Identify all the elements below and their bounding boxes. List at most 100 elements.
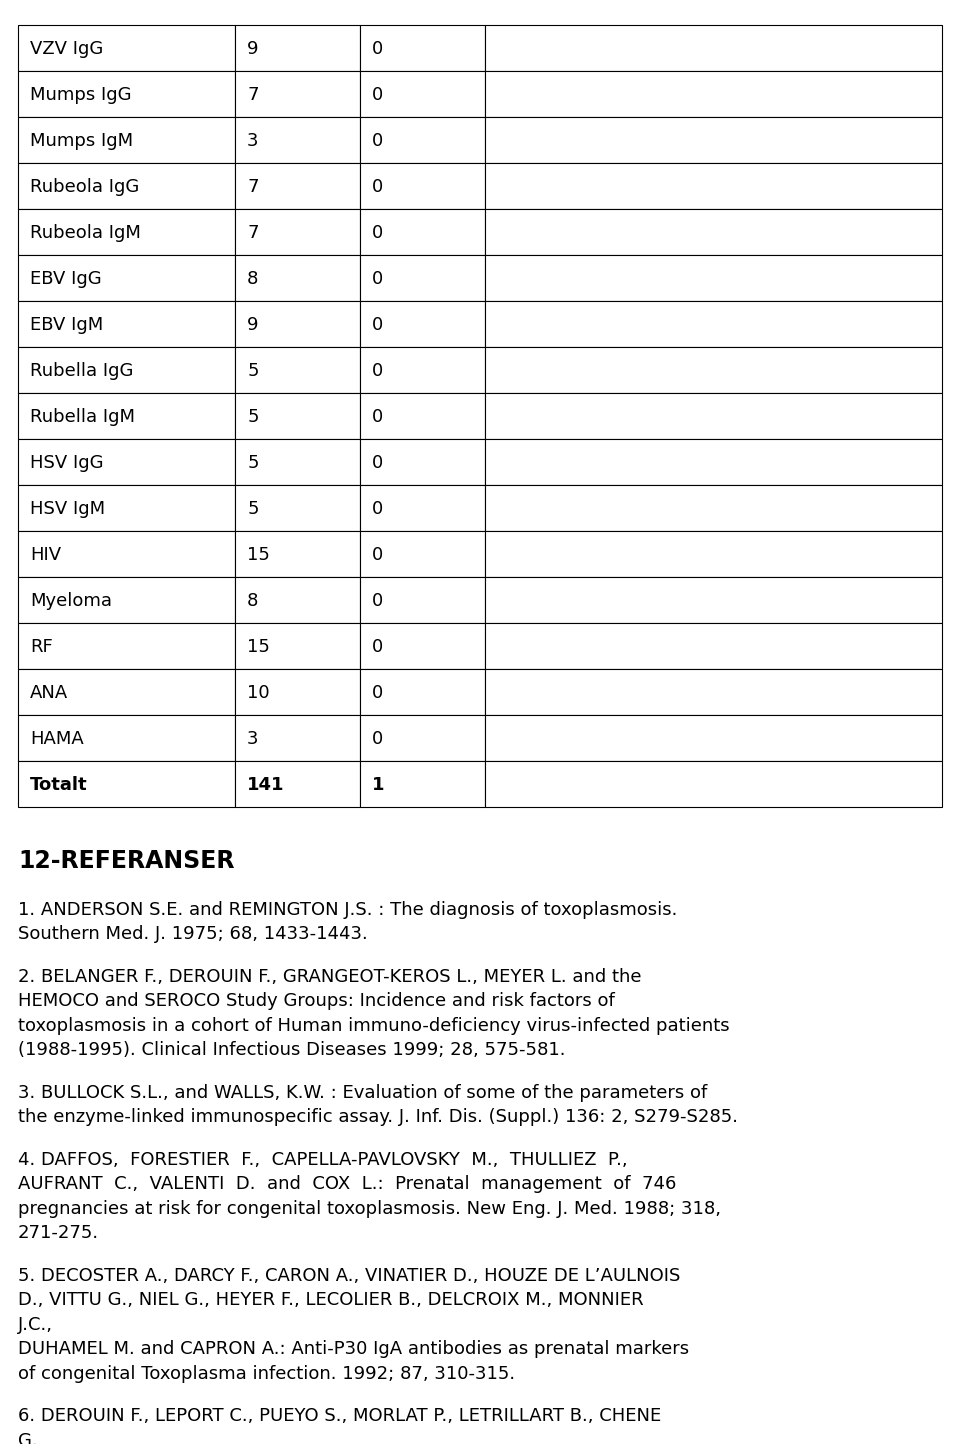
Bar xyxy=(360,578,485,622)
Text: 3: 3 xyxy=(247,729,258,748)
Text: 0: 0 xyxy=(372,453,383,472)
Text: Mumps IgG: Mumps IgG xyxy=(30,87,132,104)
Bar xyxy=(18,256,235,300)
Bar xyxy=(18,439,235,485)
Bar xyxy=(360,715,485,761)
Bar xyxy=(485,256,942,300)
Bar xyxy=(235,485,360,531)
Bar xyxy=(485,300,942,347)
Bar xyxy=(235,669,360,715)
Bar xyxy=(485,669,942,715)
Text: 0: 0 xyxy=(372,131,383,150)
Text: 5: 5 xyxy=(247,407,258,426)
Bar xyxy=(485,25,942,71)
Bar xyxy=(18,669,235,715)
Text: 0: 0 xyxy=(372,178,383,196)
Bar xyxy=(485,393,942,439)
Bar xyxy=(360,531,485,578)
Text: 0: 0 xyxy=(372,729,383,748)
Bar xyxy=(235,256,360,300)
Bar xyxy=(235,163,360,209)
Bar xyxy=(18,578,235,622)
Bar xyxy=(485,715,942,761)
Bar xyxy=(485,209,942,256)
Text: HAMA: HAMA xyxy=(30,729,84,748)
Bar xyxy=(18,485,235,531)
Text: pregnancies at risk for congenital toxoplasmosis. New Eng. J. Med. 1988; 318,: pregnancies at risk for congenital toxop… xyxy=(18,1200,721,1217)
Bar xyxy=(485,761,942,807)
Text: (1988-1995). Clinical Infectious Diseases 1999; 28, 575-581.: (1988-1995). Clinical Infectious Disease… xyxy=(18,1041,565,1060)
Bar xyxy=(485,485,942,531)
Bar xyxy=(18,163,235,209)
Text: 7: 7 xyxy=(247,224,258,243)
Bar xyxy=(485,71,942,117)
Bar xyxy=(235,715,360,761)
Text: 0: 0 xyxy=(372,500,383,518)
Bar xyxy=(235,622,360,669)
Text: the enzyme-linked immunospecific assay. J. Inf. Dis. (Suppl.) 136: 2, S279-S285.: the enzyme-linked immunospecific assay. … xyxy=(18,1109,738,1126)
Text: 0: 0 xyxy=(372,270,383,287)
Bar xyxy=(360,256,485,300)
Bar xyxy=(18,531,235,578)
Bar xyxy=(360,622,485,669)
Bar xyxy=(485,622,942,669)
Text: 1: 1 xyxy=(372,775,384,794)
Text: 5: 5 xyxy=(247,453,258,472)
Text: Rubella IgM: Rubella IgM xyxy=(30,407,135,426)
Text: 0: 0 xyxy=(372,546,383,565)
Text: 3: 3 xyxy=(247,131,258,150)
Bar xyxy=(235,347,360,393)
Text: 0: 0 xyxy=(372,684,383,702)
Text: 141: 141 xyxy=(247,775,284,794)
Bar xyxy=(360,71,485,117)
Text: EBV IgM: EBV IgM xyxy=(30,316,104,334)
Bar xyxy=(235,578,360,622)
Text: 0: 0 xyxy=(372,224,383,243)
Text: 6. DEROUIN F., LEPORT C., PUEYO S., MORLAT P., LETRILLART B., CHENE: 6. DEROUIN F., LEPORT C., PUEYO S., MORL… xyxy=(18,1408,661,1425)
Text: 5: 5 xyxy=(247,500,258,518)
Bar xyxy=(360,669,485,715)
Text: DUHAMEL M. and CAPRON A.: Anti-P30 IgA antibodies as prenatal markers: DUHAMEL M. and CAPRON A.: Anti-P30 IgA a… xyxy=(18,1340,689,1359)
Bar xyxy=(18,622,235,669)
Text: AUFRANT  C.,  VALENTI  D.  and  COX  L.:  Prenatal  management  of  746: AUFRANT C., VALENTI D. and COX L.: Prena… xyxy=(18,1175,677,1194)
Bar xyxy=(235,209,360,256)
Bar xyxy=(360,393,485,439)
Text: 3. BULLOCK S.L., and WALLS, K.W. : Evaluation of some of the parameters of: 3. BULLOCK S.L., and WALLS, K.W. : Evalu… xyxy=(18,1084,708,1102)
Bar xyxy=(485,439,942,485)
Text: Rubella IgG: Rubella IgG xyxy=(30,362,133,380)
Text: 15: 15 xyxy=(247,546,270,565)
Text: HIV: HIV xyxy=(30,546,61,565)
Text: 271-275.: 271-275. xyxy=(18,1225,99,1242)
Text: HSV IgM: HSV IgM xyxy=(30,500,106,518)
Bar xyxy=(360,485,485,531)
Bar xyxy=(235,25,360,71)
Text: 15: 15 xyxy=(247,638,270,656)
Text: 4. DAFFOS,  FORESTIER  F.,  CAPELLA-PAVLOVSKY  M.,  THULLIEZ  P.,: 4. DAFFOS, FORESTIER F., CAPELLA-PAVLOVS… xyxy=(18,1151,628,1170)
Bar xyxy=(485,347,942,393)
Text: HSV IgG: HSV IgG xyxy=(30,453,104,472)
Bar xyxy=(360,25,485,71)
Bar xyxy=(360,300,485,347)
Bar xyxy=(485,117,942,163)
Text: 0: 0 xyxy=(372,407,383,426)
Text: G.,: G., xyxy=(18,1432,43,1444)
Text: Mumps IgM: Mumps IgM xyxy=(30,131,133,150)
Text: J.C.,: J.C., xyxy=(18,1315,53,1334)
Bar xyxy=(235,761,360,807)
Bar xyxy=(18,25,235,71)
Bar xyxy=(485,578,942,622)
Text: 12-REFERANSER: 12-REFERANSER xyxy=(18,849,234,874)
Text: 0: 0 xyxy=(372,362,383,380)
Text: 9: 9 xyxy=(247,316,258,334)
Text: Rubeola IgG: Rubeola IgG xyxy=(30,178,139,196)
Bar xyxy=(360,439,485,485)
Text: 1. ANDERSON S.E. and REMINGTON J.S. : The diagnosis of toxoplasmosis.: 1. ANDERSON S.E. and REMINGTON J.S. : Th… xyxy=(18,901,678,918)
Bar xyxy=(485,163,942,209)
Bar xyxy=(18,209,235,256)
Bar xyxy=(360,761,485,807)
Bar xyxy=(18,300,235,347)
Text: 8: 8 xyxy=(247,592,258,609)
Text: Myeloma: Myeloma xyxy=(30,592,112,609)
Text: 8: 8 xyxy=(247,270,258,287)
Text: 0: 0 xyxy=(372,592,383,609)
